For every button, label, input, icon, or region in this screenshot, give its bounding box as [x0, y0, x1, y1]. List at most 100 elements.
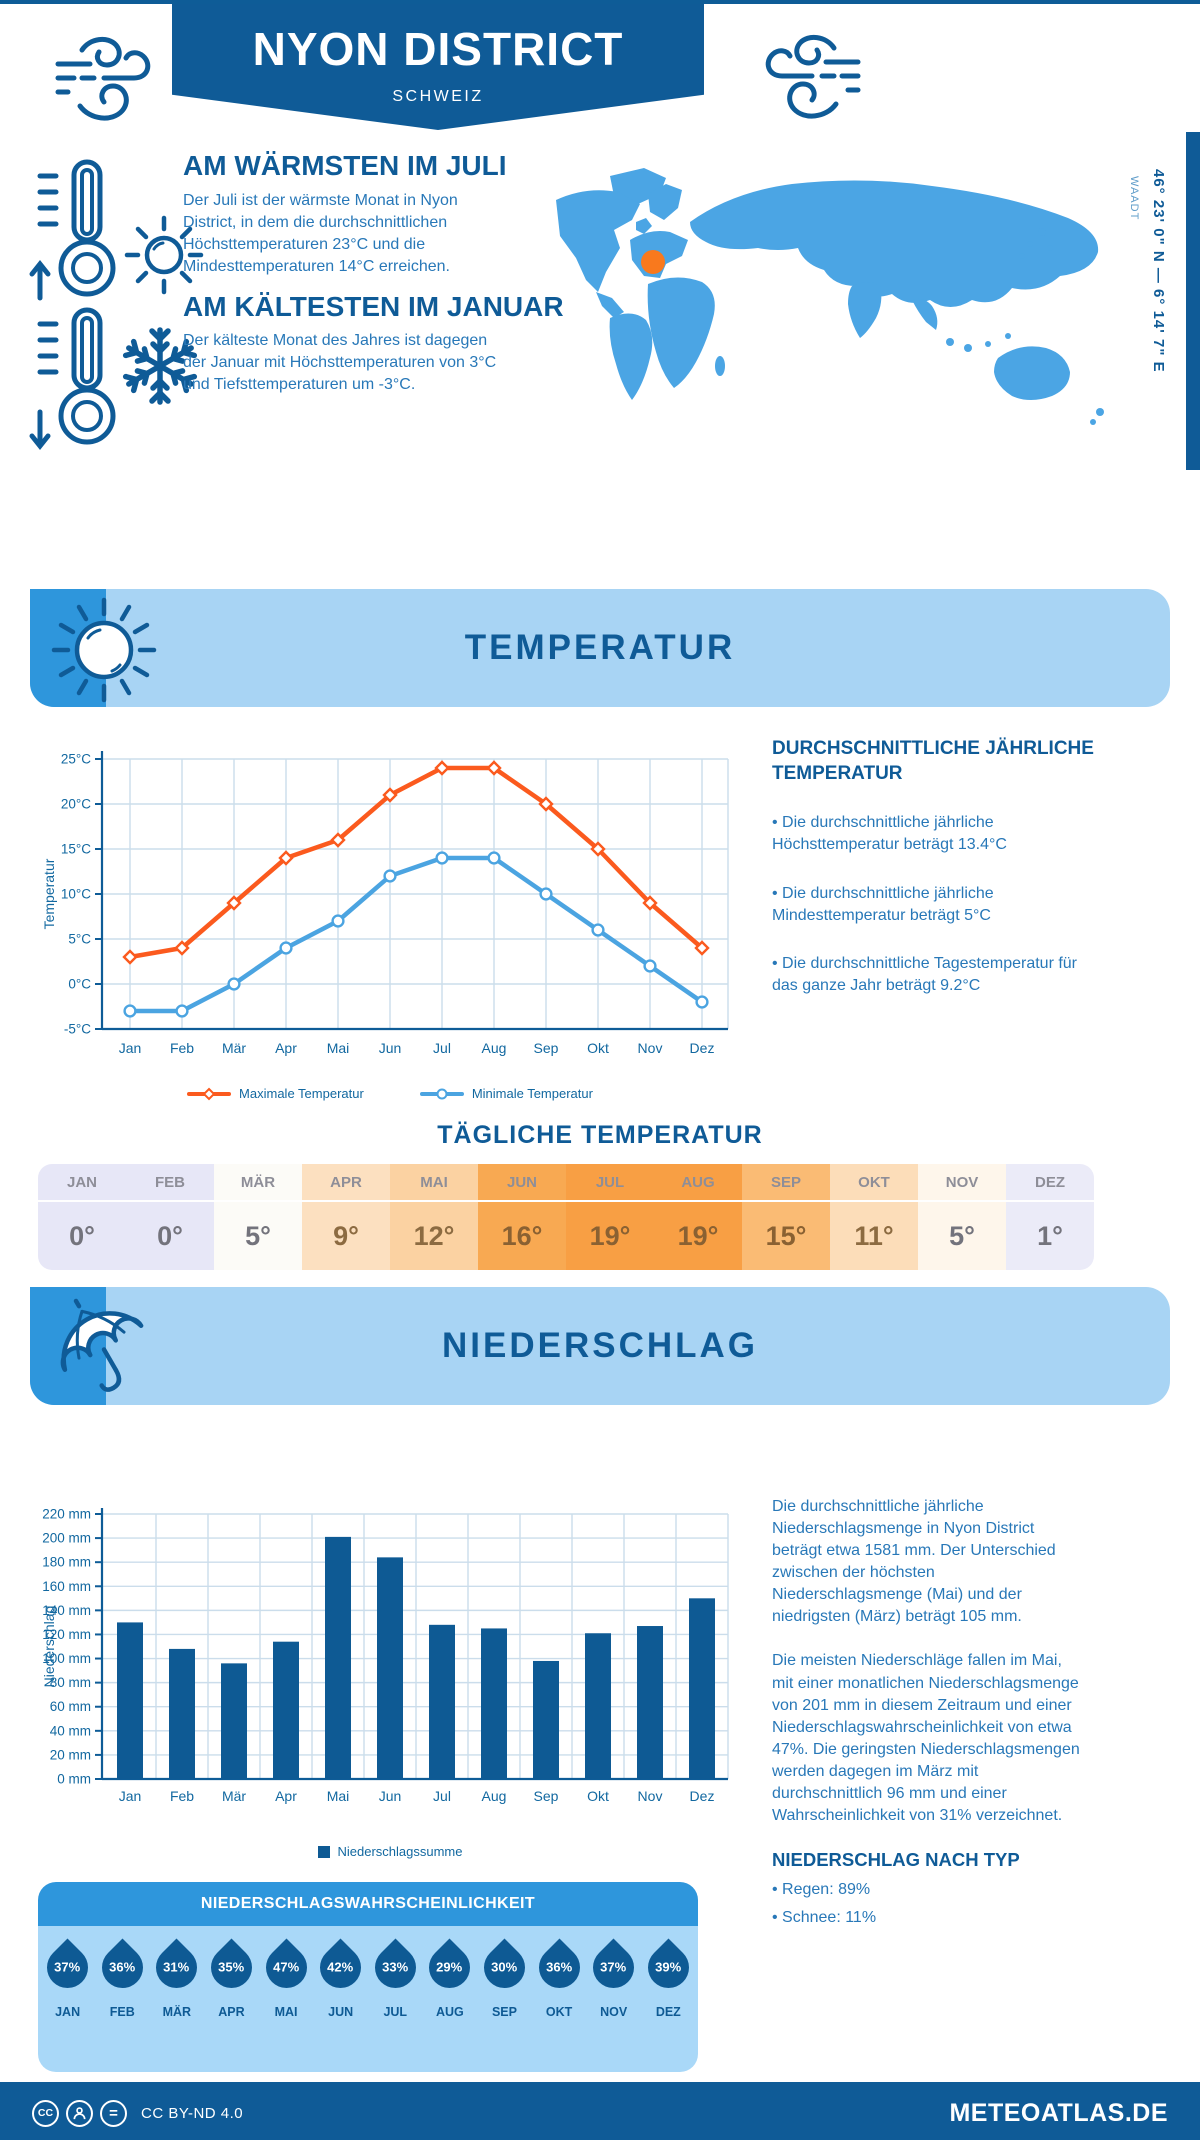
legend-swatch	[317, 1845, 330, 1858]
svg-text:Apr: Apr	[275, 1788, 297, 1804]
svg-text:Sep: Sep	[534, 1040, 559, 1056]
svg-text:Aug: Aug	[482, 1788, 507, 1804]
daily-temp-cell: SEP 15°	[742, 1164, 830, 1270]
precipitation-bar	[429, 1624, 455, 1779]
svg-text:Sep: Sep	[534, 1788, 559, 1804]
probability-item: 31% MÄR	[147, 1938, 206, 2072]
svg-text:220 mm: 220 mm	[42, 1507, 91, 1522]
daily-temp-month: MAI	[390, 1164, 478, 1202]
raindrop-icon: 42%	[311, 1938, 370, 1997]
svg-text:20°C: 20°C	[61, 797, 91, 812]
location-marker	[641, 250, 665, 274]
sun-icon	[51, 597, 157, 703]
sun-icon	[124, 215, 204, 295]
probability-item: 37% NOV	[584, 1938, 643, 2072]
daily-temp-cell: DEZ 1°	[1006, 1164, 1094, 1270]
probability-value: 33%	[382, 1960, 409, 1975]
temperature-section-band: TEMPERATUR	[30, 589, 1170, 707]
annual-day-bullet: • Die durchschnittliche Tagestemperatur …	[772, 954, 1078, 994]
daily-temp-month: DEZ	[1006, 1164, 1094, 1202]
legend-item: Niederschlagssumme	[317, 1844, 463, 1859]
daily-temp-cell: NOV 5°	[918, 1164, 1006, 1270]
svg-text:Dez: Dez	[690, 1040, 715, 1056]
svg-text:Jan: Jan	[119, 1788, 142, 1804]
legend-item: Minimale Temperatur	[419, 1086, 593, 1101]
temperature-line-chart: -5°C 0°C 5°C 10°C 15°C 20°C 25°C Jan Feb Mär Apr Ma…	[41, 751, 729, 1056]
svg-text:140 mm: 140 mm	[42, 1603, 91, 1618]
probability-month: FEB	[109, 2005, 135, 2019]
probability-value: 36%	[109, 1960, 136, 1975]
daily-temp-value: 12°	[390, 1202, 478, 1270]
annual-temperature-panel: DURCHSCHNITTLICHE JÄHRLICHE TEMPERATUR •…	[772, 737, 1102, 997]
temperature-chart-legend: Maximale Temperatur Minimale Temperatur	[40, 1086, 740, 1101]
precipitation-bar-chart: 0 mm 20 mm 40 mm 60 mm 80 mm 100 mm 120 mm 140 …	[41, 1507, 729, 1804]
daily-temp-cell: APR 9°	[302, 1164, 390, 1270]
license-text: CC BY-ND 4.0	[141, 2104, 244, 2122]
probability-value: 39%	[655, 1960, 682, 1975]
umbrella-icon	[60, 1298, 144, 1392]
probability-value: 31%	[163, 1960, 190, 1975]
daily-temp-value: 19°	[566, 1202, 654, 1270]
temperature-section-title: TEMPERATUR	[464, 628, 736, 667]
precipitation-type-heading: NIEDERSCHLAG NACH TYP	[772, 1849, 1020, 1871]
daily-temp-value: 5°	[214, 1202, 302, 1270]
svg-text:Feb: Feb	[170, 1040, 194, 1056]
precipitation-bar	[325, 1536, 351, 1779]
attribution-person-icon	[66, 2099, 93, 2127]
svg-text:15°C: 15°C	[61, 842, 91, 857]
annual-max-bullet: • Die durchschnittliche jährliche Höchst…	[772, 814, 1007, 854]
brand-name: METEOATLAS.DE	[949, 2098, 1168, 2127]
precipitation-probability-box: NIEDERSCHLAGSWAHRSCHEINLICHKEIT 37% JAN 36…	[38, 1882, 698, 2072]
daily-temp-month: NOV	[918, 1164, 1006, 1202]
raindrop-icon: 33%	[366, 1938, 425, 1997]
probability-value: 29%	[436, 1960, 463, 1975]
probability-month: SEP	[491, 2005, 517, 2019]
precipitation-bar	[377, 1557, 403, 1779]
probability-month: OKT	[545, 2005, 573, 2019]
raindrop-icon: 36%	[530, 1938, 589, 1997]
daily-temp-month: OKT	[830, 1164, 918, 1202]
daily-temp-value: 0°	[38, 1202, 126, 1270]
svg-text:120 mm: 120 mm	[42, 1627, 91, 1642]
daily-temp-value: 19°	[654, 1202, 742, 1270]
svg-text:160 mm: 160 mm	[42, 1579, 91, 1594]
warmest-text: Der Juli ist der wärmste Monat in Nyon D…	[183, 192, 458, 276]
probability-month: JUN	[328, 2005, 354, 2019]
svg-text:Mär: Mär	[222, 1788, 246, 1804]
svg-text:Mai: Mai	[327, 1040, 350, 1056]
svg-text:Temperatur: Temperatur	[41, 858, 57, 929]
annual-temperature-heading: DURCHSCHNITTLICHE JÄHRLICHE TEMPERATUR	[772, 738, 1094, 784]
cc-glyph: CC	[37, 2107, 54, 2119]
probability-month: AUG	[435, 2005, 464, 2019]
svg-text:200 mm: 200 mm	[42, 1531, 91, 1546]
svg-text:80 mm: 80 mm	[50, 1675, 91, 1690]
world-map	[556, 168, 1104, 425]
probability-value: 37%	[600, 1960, 627, 1975]
svg-text:Apr: Apr	[275, 1040, 297, 1056]
svg-text:Okt: Okt	[587, 1788, 609, 1804]
legend-item: Maximale Temperatur	[187, 1086, 364, 1101]
daily-temp-month: FEB	[126, 1164, 214, 1202]
page-title: NYON DISTRICT	[252, 23, 624, 75]
daily-temp-value: 1°	[1006, 1202, 1094, 1270]
svg-text:0°C: 0°C	[68, 977, 91, 992]
svg-text:Nov: Nov	[638, 1788, 663, 1804]
daily-temp-month: APR	[302, 1164, 390, 1202]
legend-label: Minimale Temperatur	[471, 1086, 593, 1101]
precipitation-detail-paragraph: Die meisten Niederschläge fallen im Mai,…	[772, 1652, 1080, 1825]
daily-temp-month: SEP	[742, 1164, 830, 1202]
svg-text:40 mm: 40 mm	[50, 1723, 91, 1738]
svg-text:5°C: 5°C	[68, 932, 91, 947]
daily-temp-value: 11°	[830, 1202, 918, 1270]
no-derivatives-icon: =	[100, 2099, 127, 2127]
daily-temp-cell: MÄR 5°	[214, 1164, 302, 1270]
wind-icon	[55, 36, 151, 121]
probability-item: 36% OKT	[530, 1938, 589, 2072]
probability-title: NIEDERSCHLAGSWAHRSCHEINLICHKEIT	[38, 1882, 698, 1926]
probability-item: 30% SEP	[475, 1938, 534, 2072]
svg-text:Feb: Feb	[170, 1788, 194, 1804]
probability-item: 39% DEZ	[639, 1938, 698, 2072]
right-accent-bar	[1186, 132, 1200, 470]
snow-share-bullet: • Schnee: 11%	[772, 1909, 877, 1927]
